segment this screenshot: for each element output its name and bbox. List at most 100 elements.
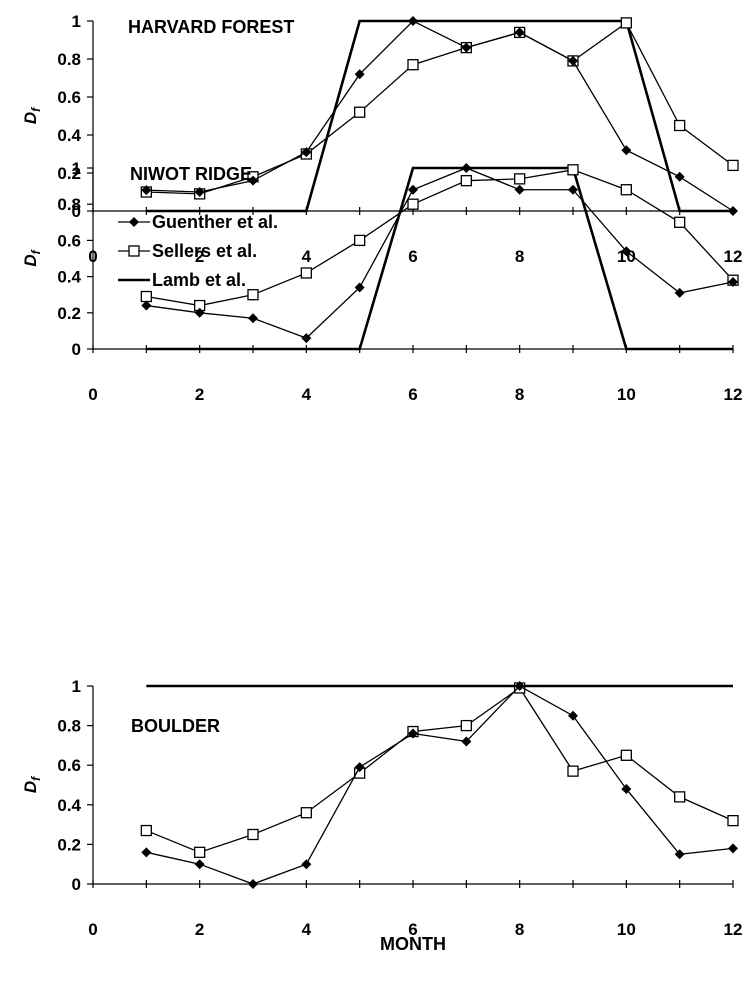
data-point bbox=[248, 313, 258, 324]
data-point bbox=[514, 173, 526, 185]
data-point bbox=[728, 843, 738, 854]
data-point bbox=[674, 216, 686, 228]
data-point bbox=[248, 879, 258, 889]
data-point bbox=[674, 171, 685, 182]
x-tick-label: 10 bbox=[617, 385, 636, 404]
series-lamb bbox=[146, 19, 733, 213]
y-tick-label: 0.6 bbox=[57, 88, 81, 107]
panel-title: BOULDER bbox=[131, 716, 220, 736]
legend-marker bbox=[129, 217, 139, 227]
data-point bbox=[301, 147, 312, 158]
data-point bbox=[568, 55, 578, 66]
legend-label: Sellers et al. bbox=[152, 241, 257, 261]
y-tick-label: 0.8 bbox=[57, 50, 81, 69]
x-tick-label: 10 bbox=[617, 247, 636, 266]
x-tick-label: 8 bbox=[515, 385, 524, 404]
data-point bbox=[354, 234, 366, 247]
data-point bbox=[514, 27, 525, 38]
y-tick-label: 0.6 bbox=[57, 756, 81, 775]
panel-harvard-forest: 00.20.40.60.81024681012DfHARVARD FOREST bbox=[21, 12, 742, 266]
x-tick-label: 0 bbox=[88, 920, 97, 939]
y-tick-label: 1 bbox=[72, 12, 81, 31]
y-tick-label: 0 bbox=[72, 875, 81, 894]
series-line bbox=[146, 687, 734, 854]
data-point bbox=[674, 791, 686, 803]
data-point bbox=[461, 736, 472, 747]
x-tick-label: 12 bbox=[724, 385, 743, 404]
data-point bbox=[461, 42, 472, 53]
y-tick-label: 1 bbox=[72, 159, 81, 178]
x-tick-label: 6 bbox=[408, 920, 417, 939]
data-point bbox=[194, 187, 205, 197]
data-point bbox=[194, 846, 206, 858]
data-point bbox=[728, 277, 738, 288]
data-point bbox=[354, 69, 365, 80]
y-tick-label: 1 bbox=[72, 677, 81, 696]
y-tick-label: 0.4 bbox=[57, 126, 81, 145]
data-point bbox=[620, 184, 632, 196]
x-tick-label: 4 bbox=[302, 920, 312, 939]
x-tick-label: 12 bbox=[724, 920, 743, 939]
data-point bbox=[194, 859, 205, 870]
data-point bbox=[408, 184, 418, 195]
data-point bbox=[300, 807, 312, 819]
data-point bbox=[301, 333, 312, 344]
x-tick-label: 12 bbox=[724, 247, 743, 266]
x-tick-label: 6 bbox=[408, 385, 417, 404]
x-tick-label: 8 bbox=[515, 247, 524, 266]
legend-entry: Lamb et al. bbox=[118, 270, 246, 290]
data-point bbox=[674, 287, 685, 298]
series-guenther bbox=[141, 16, 738, 216]
data-point bbox=[567, 765, 579, 777]
data-point bbox=[461, 163, 472, 173]
legend-entry: Guenther et al. bbox=[118, 212, 278, 232]
data-point bbox=[354, 762, 365, 773]
data-point bbox=[140, 290, 152, 303]
data-point bbox=[408, 728, 418, 739]
data-point bbox=[354, 282, 365, 293]
data-point bbox=[620, 749, 632, 761]
data-point bbox=[567, 164, 579, 176]
series-line bbox=[146, 169, 734, 307]
data-point bbox=[301, 859, 312, 870]
data-point bbox=[460, 175, 472, 187]
data-point bbox=[674, 119, 686, 132]
data-point bbox=[300, 267, 312, 279]
data-point bbox=[141, 185, 152, 196]
y-tick-label: 0.4 bbox=[57, 796, 81, 815]
series-line bbox=[146, 167, 734, 339]
y-axis-label: Df bbox=[21, 107, 43, 124]
legend-entry: Sellers et al. bbox=[118, 241, 257, 261]
x-tick-label: 0 bbox=[88, 385, 97, 404]
data-point bbox=[141, 300, 152, 311]
data-point bbox=[140, 824, 152, 837]
data-point bbox=[727, 814, 739, 827]
panel-title: NIWOT RIDGE bbox=[130, 164, 252, 184]
data-point bbox=[460, 719, 472, 732]
data-point bbox=[620, 17, 632, 29]
data-point bbox=[407, 59, 419, 71]
y-tick-label: 0 bbox=[72, 202, 81, 221]
series-guenther bbox=[141, 681, 738, 889]
data-point bbox=[247, 289, 259, 301]
data-point bbox=[247, 828, 259, 841]
panel-title: HARVARD FOREST bbox=[128, 17, 294, 37]
data-point bbox=[621, 145, 632, 156]
series-line bbox=[146, 19, 733, 213]
x-tick-label: 4 bbox=[302, 385, 312, 404]
series-guenther bbox=[141, 163, 738, 344]
series-line bbox=[146, 685, 734, 885]
data-point bbox=[674, 849, 685, 860]
x-tick-label: 8 bbox=[515, 920, 524, 939]
x-tick-label: 6 bbox=[408, 247, 417, 266]
data-point bbox=[621, 783, 632, 794]
series-lamb bbox=[146, 166, 733, 351]
series-sellers bbox=[140, 682, 739, 858]
y-tick-label: 0 bbox=[72, 340, 81, 359]
data-point bbox=[514, 681, 525, 691]
data-point bbox=[354, 106, 366, 118]
data-point bbox=[621, 246, 632, 257]
